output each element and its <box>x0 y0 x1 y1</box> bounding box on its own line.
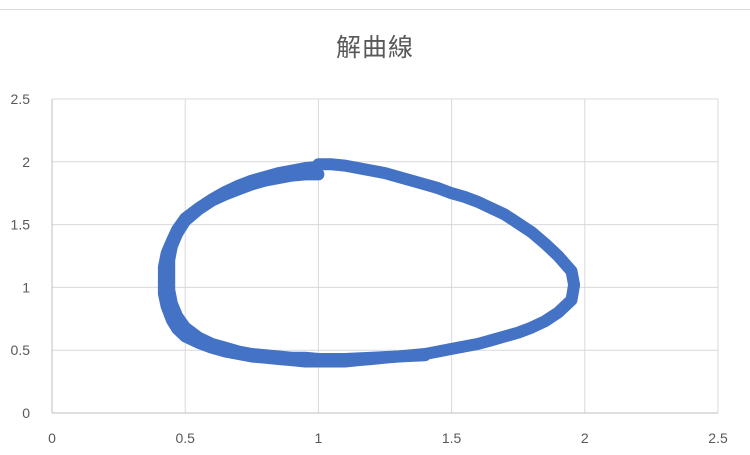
solution-curve-2 <box>163 168 431 365</box>
x-tick-label: 1.5 <box>442 430 462 446</box>
x-tick-label: 1 <box>315 430 323 446</box>
x-tick-label: 2.5 <box>708 430 728 446</box>
y-tick-label: 1.5 <box>11 217 31 233</box>
y-tick-label: 0 <box>22 405 30 421</box>
y-tick-label: 2.5 <box>11 91 31 107</box>
x-tick-label: 2 <box>581 430 589 446</box>
y-tick-label: 0.5 <box>11 342 31 358</box>
x-tick-label: 0 <box>48 430 56 446</box>
chart-title: 解曲線 <box>335 33 414 62</box>
y-tick-label: 1 <box>22 279 30 295</box>
x-tick-label: 0.5 <box>175 430 195 446</box>
y-tick-label: 2 <box>22 154 30 170</box>
top-divider <box>0 9 750 10</box>
